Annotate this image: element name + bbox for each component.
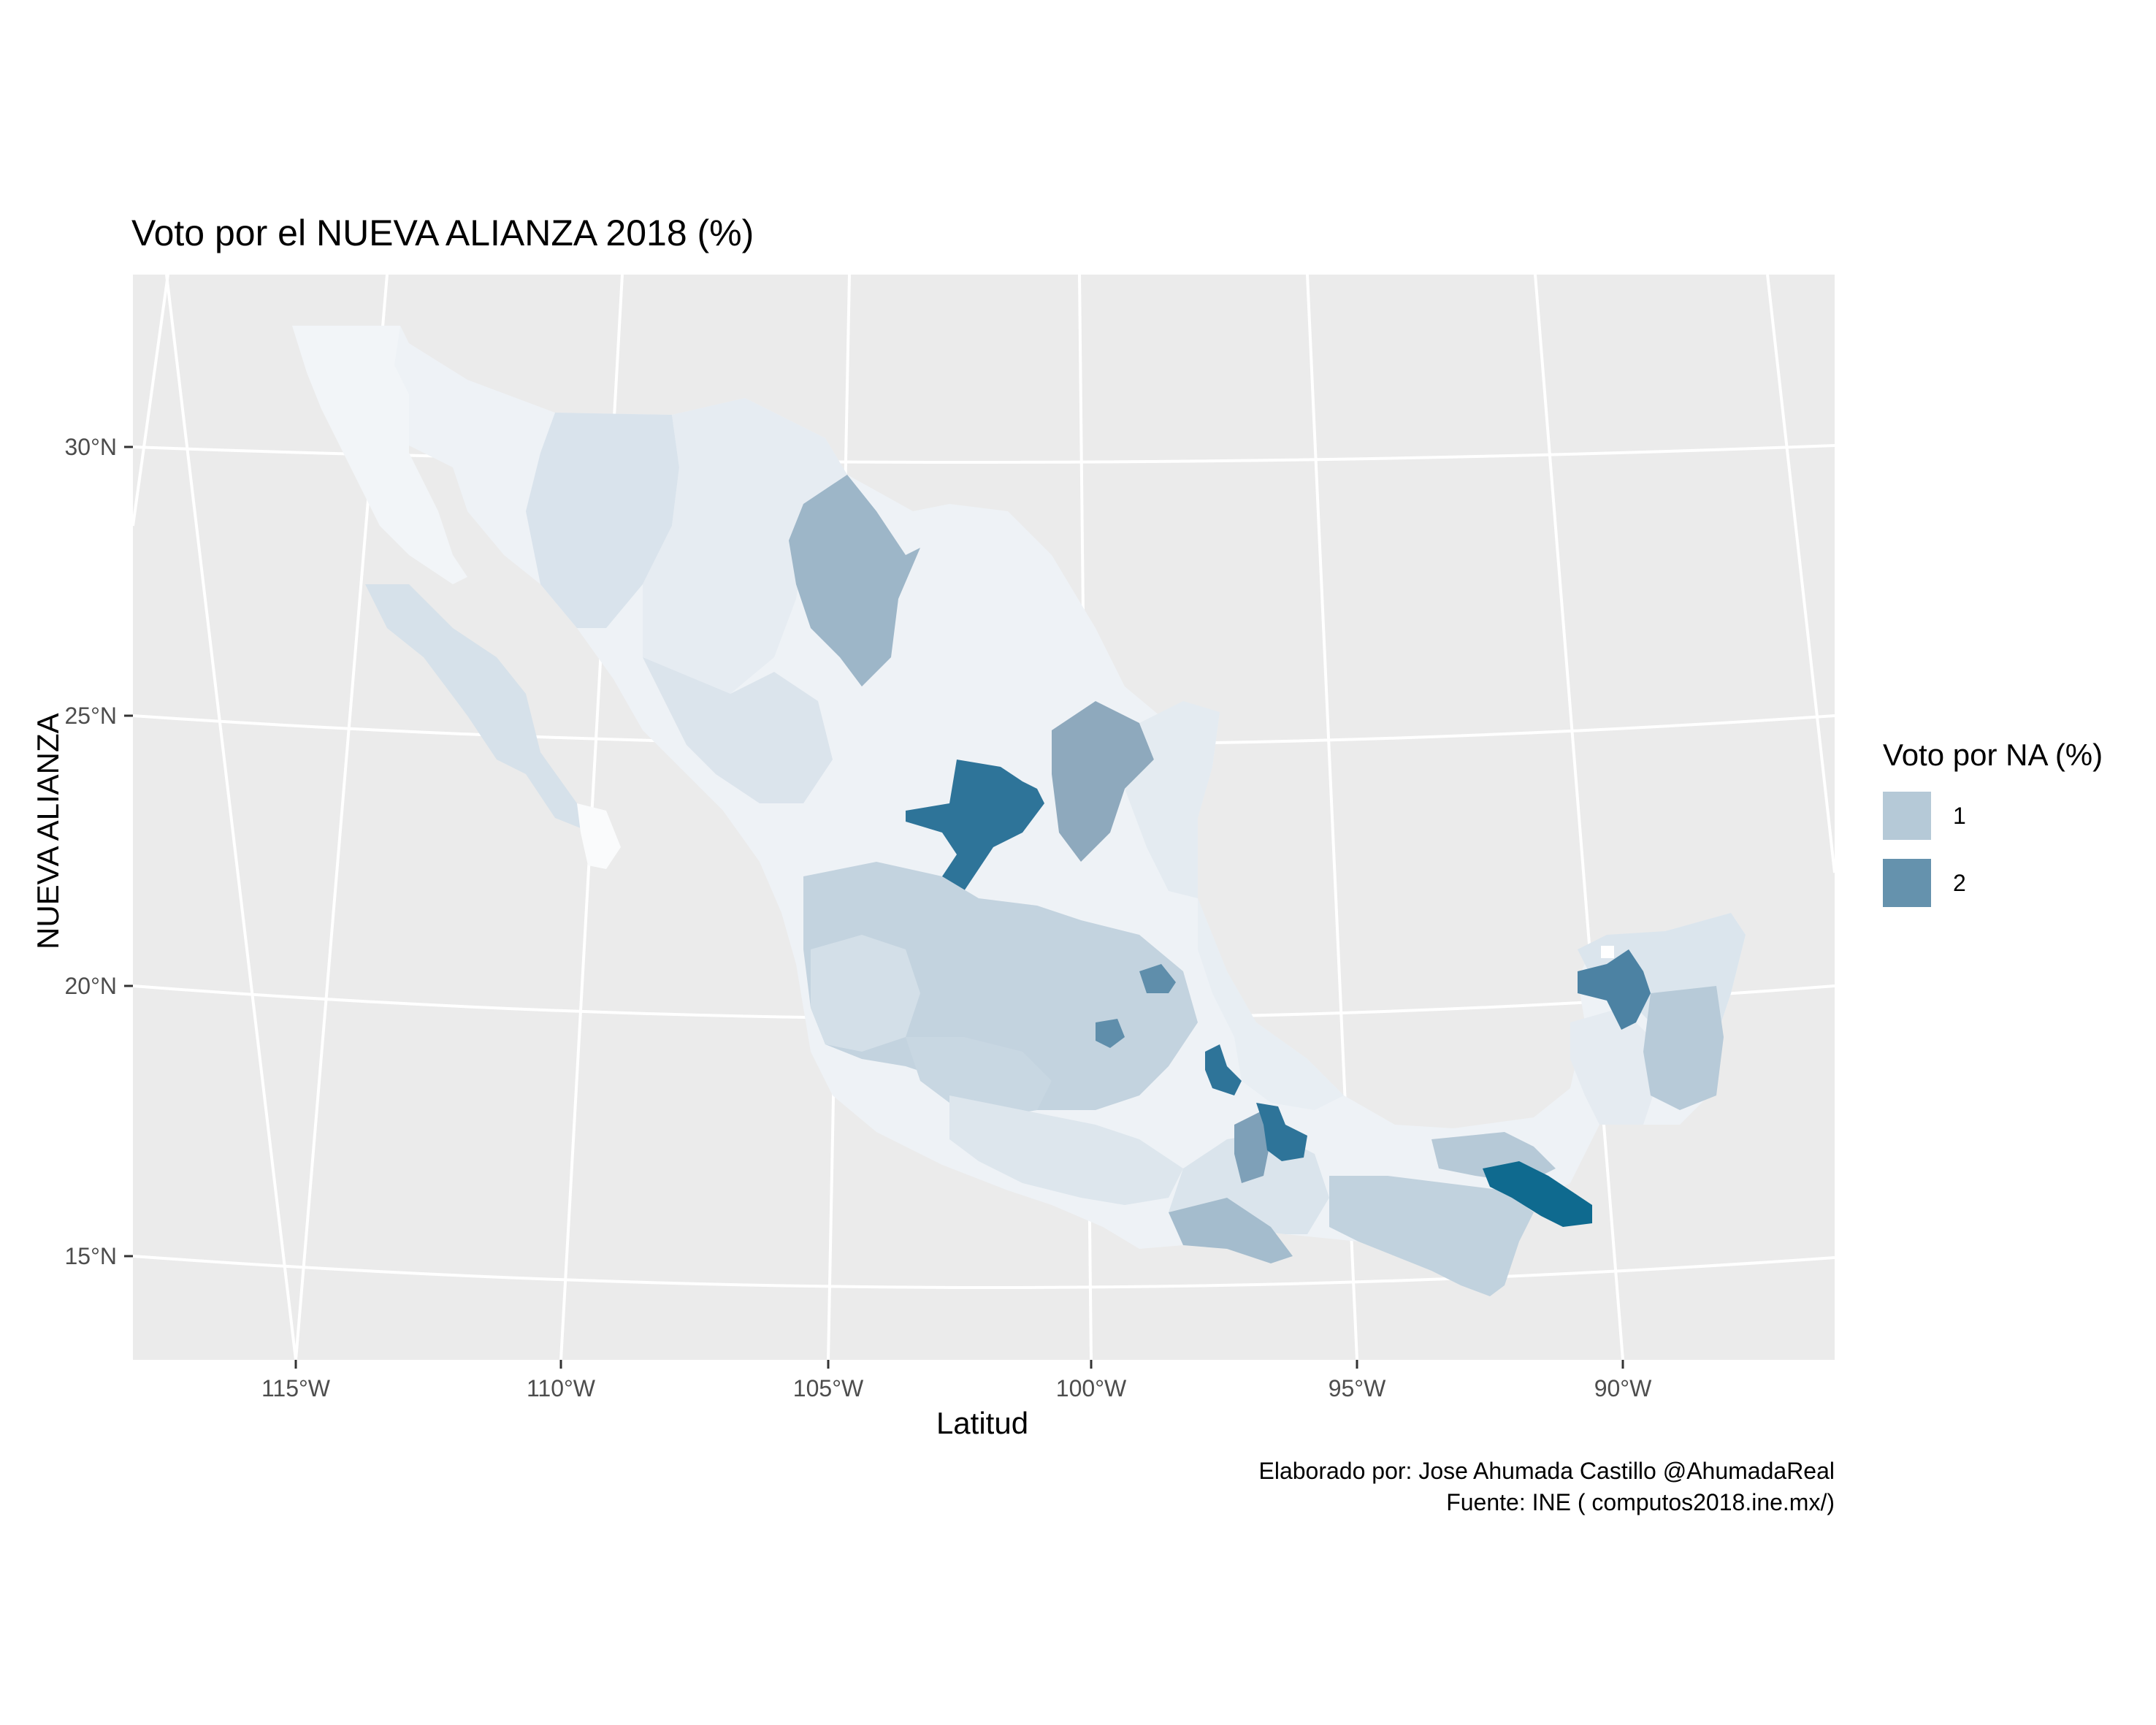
region-baja-california (292, 326, 467, 584)
region-oaxaca-coast (1169, 1198, 1293, 1263)
region-puebla-max (1205, 1044, 1242, 1095)
x-tick-labels: 115°W 110°W 105°W 100°W 95°W 90°W (261, 1375, 1652, 1401)
region-baja-tip (577, 803, 621, 869)
region-central (803, 862, 1198, 1110)
region-chihuahua (643, 398, 847, 694)
region-veracruz (1198, 898, 1344, 1110)
region-quintana-roo (1643, 986, 1724, 1110)
y-axis (124, 445, 133, 1258)
legend: Voto por NA (%) 1 2 (1883, 738, 2103, 907)
region-durango (643, 657, 833, 803)
x-tick-label: 110°W (527, 1375, 596, 1401)
grid-lon-85 (1766, 274, 1836, 873)
x-axis-title: Latitud (936, 1406, 1029, 1440)
legend-label: 1 (1953, 802, 1966, 829)
region-yucatan-max (1578, 949, 1651, 1030)
region-edomex-high (1096, 1019, 1125, 1048)
region-chiapas-max (1483, 1161, 1592, 1227)
x-tick-label: 90°W (1594, 1375, 1652, 1401)
region-campeche (1570, 1008, 1658, 1125)
grid-lon-120 (131, 274, 169, 527)
grid-lon-115 (165, 274, 297, 1361)
region-chiapas (1329, 1176, 1534, 1296)
y-tick-label: 30°N (65, 434, 118, 460)
region-oaxaca-max (1256, 1103, 1307, 1161)
x-tick-label: 105°W (793, 1375, 864, 1401)
region-hidalgo-high (1139, 964, 1176, 993)
chart-title: Voto por el NUEVA ALIANZA 2018 (%) (131, 213, 754, 253)
legend-item: 2 (1883, 859, 2103, 907)
y-tick-label: 15°N (65, 1243, 118, 1269)
grid-lon-90 (1534, 274, 1624, 1361)
region-guerrero (949, 1095, 1183, 1205)
region-jalisco (811, 935, 920, 1052)
region-nuevo-leon (1052, 701, 1154, 862)
region-coahuila-high (789, 475, 920, 686)
x-tick-label: 115°W (261, 1375, 331, 1401)
region-zacatecas-max (906, 760, 1044, 898)
grid-lat-15 (132, 1255, 1835, 1290)
caption-source: Fuente: INE ( computos2018.ine.mx/) (1446, 1489, 1835, 1515)
caption-author: Elaborado por: Jose Ahumada Castillo @Ah… (1258, 1458, 1835, 1484)
map-regions (292, 326, 1746, 1296)
x-axis (294, 1360, 1624, 1369)
y-tick-labels: 30°N 25°N 20°N 15°N (65, 434, 118, 1269)
legend-swatch (1883, 792, 1931, 840)
y-tick-label: 25°N (65, 703, 118, 729)
legend-label: 2 (1953, 869, 1966, 896)
x-tick-label: 100°W (1056, 1375, 1127, 1401)
y-tick-label: 20°N (65, 973, 118, 999)
region-sonora (526, 413, 679, 628)
region-yucatan-hole (1601, 946, 1614, 958)
x-tick-label: 95°W (1329, 1375, 1386, 1401)
y-axis-title: NUEVA ALIANZA (31, 713, 65, 949)
legend-title: Voto por NA (%) (1883, 738, 2103, 772)
region-tamaulipas (1125, 701, 1220, 898)
region-baja-california-sur (365, 584, 592, 833)
legend-item: 1 (1883, 792, 2103, 840)
caption: Elaborado por: Jose Ahumada Castillo @Ah… (1259, 1456, 1835, 1518)
region-michoacan (906, 1037, 1052, 1117)
region-oaxaca-high (1234, 1110, 1271, 1183)
legend-swatch (1883, 859, 1931, 907)
